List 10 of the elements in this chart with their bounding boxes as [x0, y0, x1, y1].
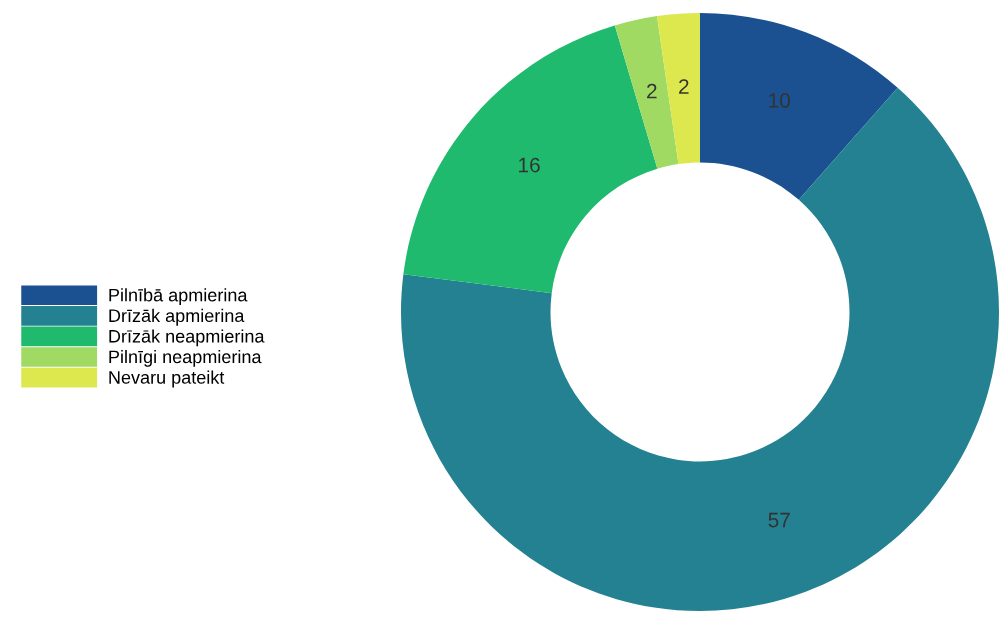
data-label: 2: [679, 79, 689, 94]
data-label: 16: [519, 157, 540, 173]
legend-label: Drīzāk neapmierina: [109, 329, 265, 347]
legend-label: Pilnīgi neapmierina: [109, 349, 262, 367]
legend-label: Pilnībā apmierina: [109, 288, 248, 306]
data-label: 10: [769, 93, 790, 108]
data-label: 2: [647, 83, 657, 99]
legend-label: Drīzāk apmierina: [109, 308, 245, 326]
legend-label: Nevaru pateikt: [109, 370, 225, 388]
data-label: 57: [768, 512, 790, 528]
